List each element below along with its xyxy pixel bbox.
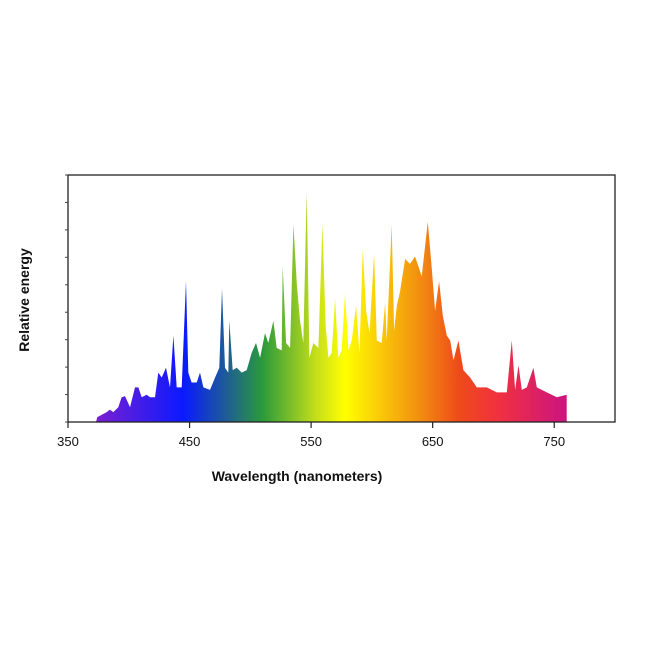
x-axis-ticks: 350 450 550 650 750 [57,422,565,449]
x-tick-label: 550 [300,434,322,449]
x-axis-title: Wavelength (nanometers) [212,468,383,484]
x-tick-label: 750 [543,434,565,449]
x-tick-label: 650 [422,434,444,449]
x-tick-label: 350 [57,434,79,449]
spectrum-area [96,192,567,422]
plot-frame [67,174,616,423]
x-tick-label: 450 [179,434,201,449]
y-axis-title: Relative energy [16,248,32,352]
